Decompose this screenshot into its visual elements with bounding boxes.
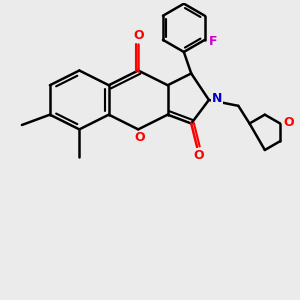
Text: O: O bbox=[133, 29, 143, 42]
Text: N: N bbox=[212, 92, 222, 105]
Text: O: O bbox=[283, 116, 294, 128]
Text: O: O bbox=[193, 149, 204, 162]
Text: O: O bbox=[134, 131, 145, 144]
Text: F: F bbox=[209, 35, 218, 48]
